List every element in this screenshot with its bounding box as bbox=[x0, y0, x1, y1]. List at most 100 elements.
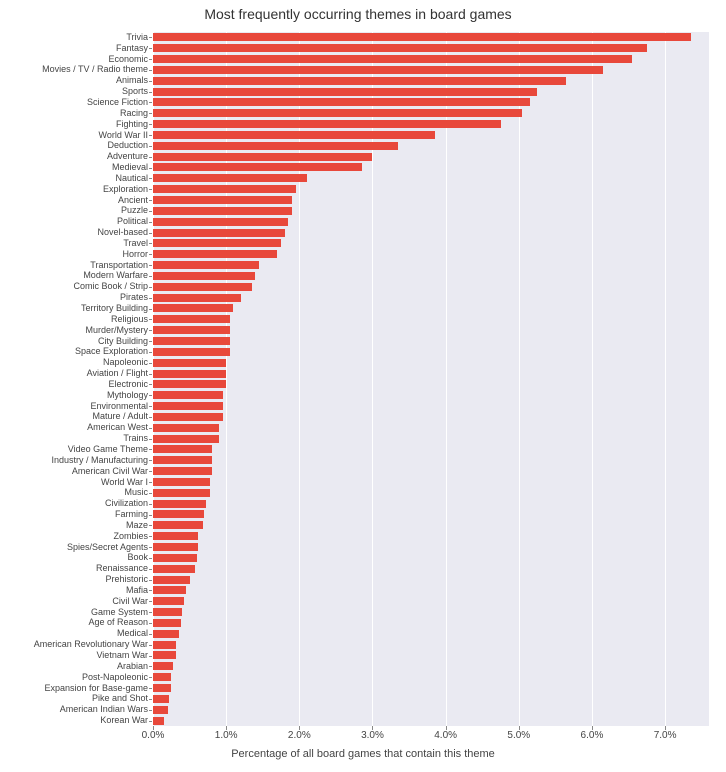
y-tick bbox=[149, 504, 152, 505]
bar bbox=[153, 250, 277, 258]
y-tick-label: Modern Warfare bbox=[83, 271, 148, 280]
bar bbox=[153, 586, 186, 594]
bar-row bbox=[153, 152, 709, 162]
y-tick bbox=[149, 178, 152, 179]
y-tick bbox=[149, 330, 152, 331]
bar bbox=[153, 304, 233, 312]
bar-row bbox=[153, 564, 709, 574]
y-tick bbox=[149, 352, 152, 353]
y-tick-label: Animals bbox=[116, 76, 148, 85]
bar-row bbox=[153, 369, 709, 379]
y-tick-label: Video Game Theme bbox=[68, 445, 148, 454]
bar-row bbox=[153, 44, 709, 54]
y-tick bbox=[149, 666, 152, 667]
y-tick-label: Science Fiction bbox=[87, 98, 148, 107]
bar-row bbox=[153, 130, 709, 140]
bar-row bbox=[153, 391, 709, 401]
y-tick-label: Medical bbox=[117, 629, 148, 638]
y-tick-label: City Building bbox=[98, 337, 148, 346]
bar-row bbox=[153, 282, 709, 292]
bar bbox=[153, 239, 281, 247]
y-tick bbox=[149, 276, 152, 277]
y-tick bbox=[149, 211, 152, 212]
bar-row bbox=[153, 716, 709, 726]
bar bbox=[153, 413, 223, 421]
plot-area bbox=[153, 32, 709, 726]
y-tick bbox=[149, 645, 152, 646]
bar bbox=[153, 608, 182, 616]
y-tick-label: Arabian bbox=[117, 662, 148, 671]
y-tick-label: Fighting bbox=[116, 120, 148, 129]
y-tick bbox=[149, 688, 152, 689]
bar-row bbox=[153, 477, 709, 487]
bar-row bbox=[153, 260, 709, 270]
bar-row bbox=[153, 141, 709, 151]
bar bbox=[153, 380, 226, 388]
y-tick bbox=[149, 222, 152, 223]
bar-row bbox=[153, 98, 709, 108]
bar bbox=[153, 435, 219, 443]
y-tick bbox=[149, 710, 152, 711]
bar bbox=[153, 185, 296, 193]
bar-row bbox=[153, 456, 709, 466]
bar-row bbox=[153, 586, 709, 596]
y-tick bbox=[149, 656, 152, 657]
y-tick bbox=[149, 168, 152, 169]
bar-row bbox=[153, 228, 709, 238]
y-tick-label: Game System bbox=[91, 608, 148, 617]
y-tick-label: Post-Napoleonic bbox=[82, 673, 148, 682]
y-tick bbox=[149, 612, 152, 613]
bar bbox=[153, 565, 195, 573]
y-tick bbox=[149, 460, 152, 461]
bar-row bbox=[153, 325, 709, 335]
y-tick-label: World War I bbox=[101, 478, 148, 487]
y-tick-label: Expansion for Base-game bbox=[44, 684, 148, 693]
y-tick-label: Sports bbox=[122, 87, 148, 96]
bar-row bbox=[153, 412, 709, 422]
bar bbox=[153, 142, 398, 150]
bar bbox=[153, 554, 197, 562]
y-tick-label: Religious bbox=[111, 315, 148, 324]
y-tick-label: Economic bbox=[108, 55, 148, 64]
y-tick-label: Space Exploration bbox=[75, 347, 148, 356]
y-tick-label: Travel bbox=[123, 239, 148, 248]
bar-row bbox=[153, 119, 709, 129]
bar bbox=[153, 456, 212, 464]
y-tick-label: Deduction bbox=[107, 141, 148, 150]
y-tick-label: Pirates bbox=[120, 293, 148, 302]
bar-row bbox=[153, 510, 709, 520]
y-tick bbox=[149, 623, 152, 624]
bar-row bbox=[153, 33, 709, 43]
y-tick bbox=[149, 417, 152, 418]
bar bbox=[153, 131, 435, 139]
bar bbox=[153, 272, 255, 280]
y-tick bbox=[149, 590, 152, 591]
x-tick-label: 5.0% bbox=[507, 730, 530, 741]
bar bbox=[153, 153, 372, 161]
bar-row bbox=[153, 65, 709, 75]
y-tick-label: Political bbox=[117, 217, 148, 226]
y-tick bbox=[149, 493, 152, 494]
bar-row bbox=[153, 683, 709, 693]
y-tick bbox=[149, 439, 152, 440]
bar bbox=[153, 98, 530, 106]
y-tick bbox=[149, 298, 152, 299]
y-tick-label: Civilization bbox=[105, 499, 148, 508]
y-tick bbox=[149, 92, 152, 93]
y-tick bbox=[149, 515, 152, 516]
bar bbox=[153, 576, 190, 584]
bar-row bbox=[153, 174, 709, 184]
y-tick-label: Exploration bbox=[103, 185, 148, 194]
bar-row bbox=[153, 401, 709, 411]
bar bbox=[153, 359, 226, 367]
y-tick bbox=[149, 395, 152, 396]
bar bbox=[153, 391, 223, 399]
bar-row bbox=[153, 597, 709, 607]
y-tick bbox=[149, 601, 152, 602]
bar-row bbox=[153, 694, 709, 704]
bar-row bbox=[153, 488, 709, 498]
bar-row bbox=[153, 87, 709, 97]
bar-row bbox=[153, 521, 709, 531]
y-tick bbox=[149, 146, 152, 147]
bar bbox=[153, 283, 252, 291]
